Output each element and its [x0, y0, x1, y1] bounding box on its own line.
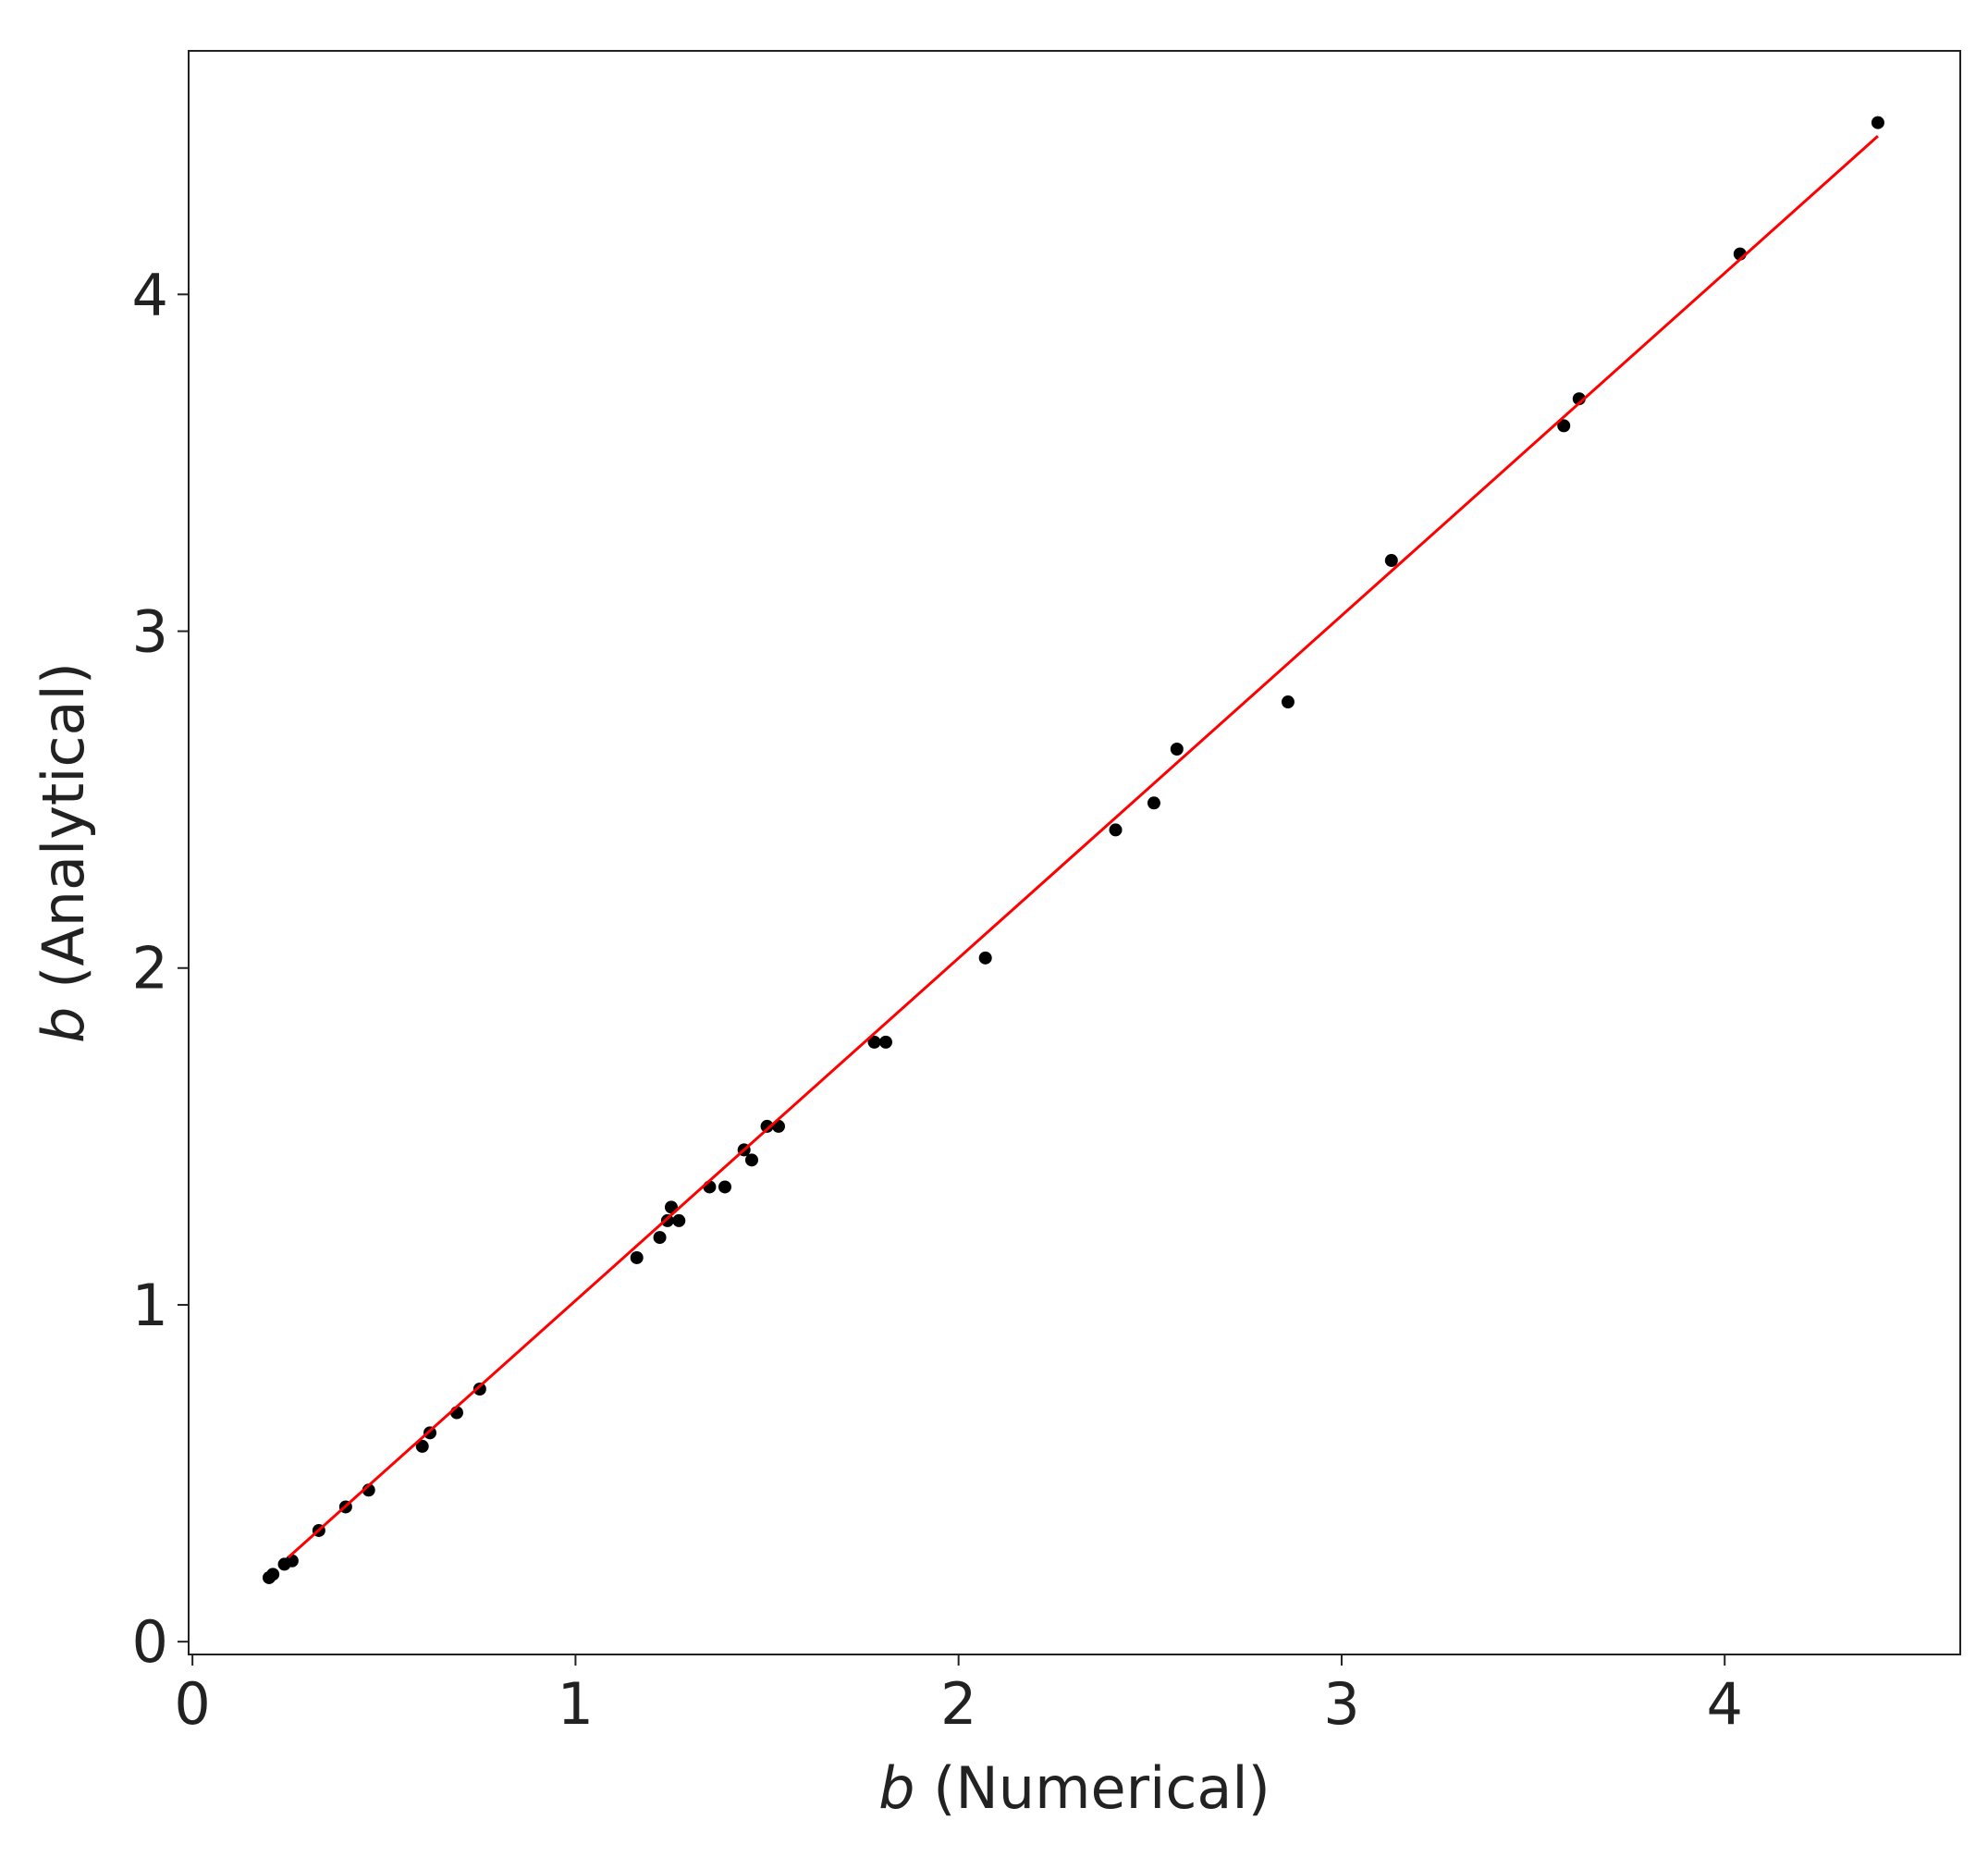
x-axis-symbol: b: [878, 1754, 914, 1822]
data-point: [1871, 116, 1884, 129]
y-tick-label: 4: [132, 261, 168, 328]
data-point: [744, 1153, 758, 1167]
y-tick-label: 0: [132, 1608, 168, 1676]
data-point: [878, 1035, 892, 1049]
data-point: [472, 1383, 486, 1396]
data-point: [660, 1213, 674, 1227]
data-point: [1384, 554, 1398, 568]
data-point: [718, 1180, 731, 1194]
plot-frame: [188, 50, 1961, 1655]
x-tick-label: 3: [1323, 1670, 1359, 1738]
fit-line: [287, 135, 1879, 1559]
data-point: [1557, 419, 1571, 433]
data-point: [1109, 823, 1123, 837]
x-axis-text: (Numerical): [933, 1754, 1270, 1822]
data-point: [978, 951, 992, 965]
data-point: [415, 1439, 429, 1453]
data-point: [672, 1213, 686, 1227]
y-axis-label: b (Analytical): [30, 662, 97, 1043]
y-tick-label: 1: [132, 1272, 168, 1339]
x-tick-label: 4: [1706, 1670, 1742, 1738]
data-point: [1170, 743, 1184, 756]
data-point: [867, 1035, 881, 1049]
x-tick-label: 0: [174, 1670, 210, 1738]
data-point: [630, 1250, 644, 1264]
y-tick-label: 3: [132, 598, 168, 666]
x-tick-label: 2: [940, 1670, 976, 1738]
y-axis-text: (Analytical): [30, 662, 97, 989]
y-tick-label: 2: [132, 935, 168, 1002]
x-axis-label: b (Numerical): [878, 1754, 1270, 1822]
data-point: [266, 1568, 280, 1581]
data-point: [1147, 796, 1160, 810]
x-tick-label: 1: [558, 1670, 594, 1738]
data-point: [760, 1119, 774, 1133]
data-point: [1281, 695, 1295, 709]
y-axis-symbol: b: [30, 1007, 97, 1043]
data-point: [653, 1231, 667, 1245]
